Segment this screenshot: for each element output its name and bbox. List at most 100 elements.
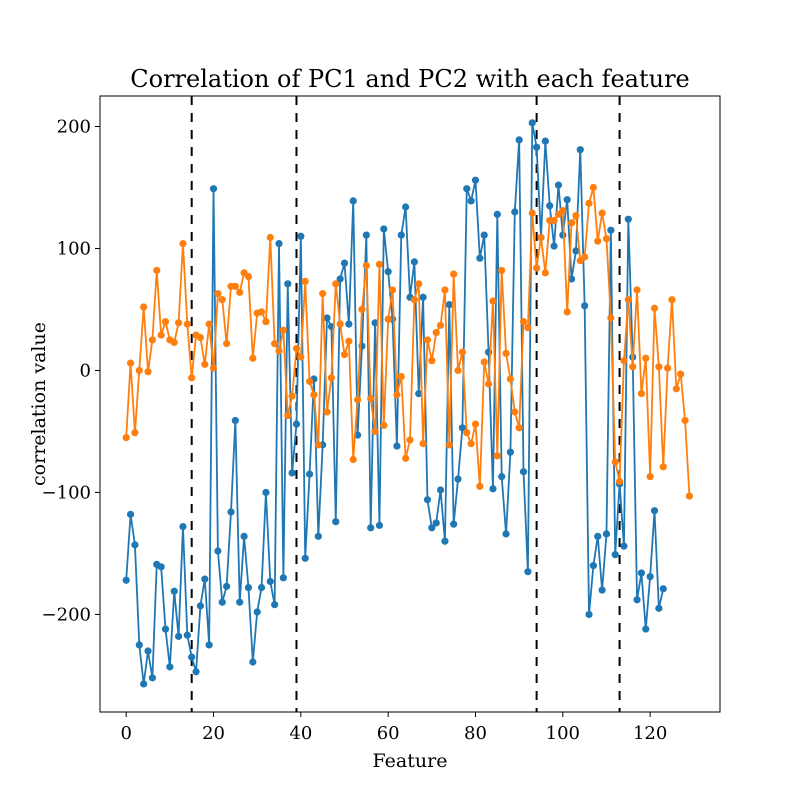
series-0-point-50	[340, 259, 349, 267]
series-1-point-90	[515, 424, 523, 432]
vertical-reference-lines	[190, 96, 621, 712]
series-0-point-5	[144, 647, 152, 655]
y-tick-label-2: 0	[80, 360, 91, 381]
series-0-point-55	[362, 231, 370, 239]
series-1-point-102	[567, 219, 576, 227]
series-1-point-129	[685, 492, 694, 500]
series-1-point-82	[480, 358, 488, 366]
series-0-point-26	[236, 598, 244, 606]
series-0-point-20	[209, 185, 218, 193]
series-1-point-63	[397, 372, 405, 381]
series-0-point-122	[655, 604, 663, 612]
series-0-point-11	[170, 587, 178, 595]
series-1-point-101	[563, 308, 571, 316]
series-1-point-110	[602, 235, 611, 243]
x-tick-label-3: 60	[377, 723, 400, 744]
plot-area	[99, 95, 721, 713]
series-1-point-49	[336, 320, 344, 328]
series-1-point-0	[122, 433, 130, 442]
series-0-point-71	[432, 519, 440, 527]
series-0-point-75	[450, 520, 458, 528]
series-1-point-23	[223, 340, 231, 348]
series-1-point-2	[131, 429, 139, 437]
series-0-point-118	[637, 569, 646, 577]
series-0-point-64	[402, 203, 410, 211]
series-0-point-59	[380, 225, 388, 233]
series-1-point-52	[349, 455, 357, 464]
series-0-point-111	[607, 226, 615, 234]
series-0-point-98	[550, 242, 558, 250]
series-0-point-92	[524, 568, 532, 576]
series-1-point-75	[450, 270, 458, 278]
series-0-point-38	[288, 469, 296, 477]
series-1-point-112	[611, 458, 619, 466]
series-0-point-40	[297, 232, 305, 240]
series-0-point-62	[393, 442, 401, 450]
series-1-point-81	[476, 482, 484, 490]
series-0-point-44	[314, 532, 322, 540]
series-1	[122, 183, 694, 500]
series-1-point-61	[388, 286, 397, 294]
series-0-point-21	[214, 547, 222, 555]
series-1-point-36	[279, 326, 287, 334]
series-1-point-128	[681, 416, 689, 425]
series-layer	[122, 119, 694, 688]
series-0-point-37	[284, 280, 292, 288]
series-0-point-49	[336, 275, 344, 283]
series-1-point-3	[135, 366, 143, 375]
series-1-point-126	[672, 385, 680, 393]
series-1-point-44	[314, 441, 322, 449]
series-1-point-35	[275, 347, 283, 355]
series-1-point-29	[249, 354, 257, 362]
series-1-line	[125, 187, 691, 497]
series-0-point-121	[650, 507, 659, 515]
x-axis-ticks: 0 20 40 60 80 100 120	[120, 712, 667, 744]
series-0-point-35	[275, 240, 283, 248]
series-0-point-77	[458, 424, 466, 432]
series-1-point-121	[650, 304, 659, 312]
series-1-point-31	[257, 308, 266, 316]
series-0-point-106	[585, 610, 593, 619]
series-1-point-33	[266, 233, 274, 242]
series-1-point-89	[511, 408, 519, 416]
series-1-point-127	[677, 370, 685, 378]
series-1-point-5	[144, 368, 152, 376]
series-1-point-120	[646, 472, 654, 481]
series-1-point-66	[410, 296, 418, 304]
series-1-point-105	[581, 253, 589, 261]
series-1-point-50	[340, 351, 349, 359]
series-0-point-29	[249, 658, 257, 666]
series-1-point-69	[423, 336, 432, 344]
series-1-point-25	[231, 282, 239, 290]
series-0-point-48	[332, 518, 340, 526]
series-0-point-120	[646, 573, 654, 581]
series-0-point-60	[384, 268, 392, 276]
series-1-point-57	[371, 427, 379, 436]
series-1-point-114	[620, 357, 628, 365]
series-0-point-3	[135, 641, 143, 649]
series-0-point-69	[423, 496, 432, 504]
series-1-point-124	[664, 364, 672, 372]
series-1-point-107	[589, 183, 597, 192]
series-1-point-46	[323, 408, 331, 416]
series-0-point-107	[589, 562, 597, 570]
series-1-point-11	[170, 338, 178, 346]
series-0-point-30	[253, 608, 261, 616]
series-1-point-59	[380, 421, 388, 429]
series-1-point-76	[454, 366, 462, 375]
series-1-point-12	[174, 319, 183, 327]
series-0-point-0	[122, 576, 130, 584]
series-0-point-104	[576, 146, 584, 154]
series-0-point-101	[563, 196, 571, 204]
series-1-point-56	[367, 394, 375, 403]
series-0-point-82	[480, 231, 488, 239]
series-1-point-17	[196, 333, 205, 342]
series-0-point-90	[515, 136, 523, 144]
series-1-point-92	[524, 324, 532, 332]
series-1-point-60	[384, 315, 392, 323]
series-0-point-2	[131, 541, 139, 549]
series-0-point-19	[205, 641, 213, 649]
series-1-point-41	[301, 277, 309, 286]
series-0-point-23	[223, 582, 231, 590]
